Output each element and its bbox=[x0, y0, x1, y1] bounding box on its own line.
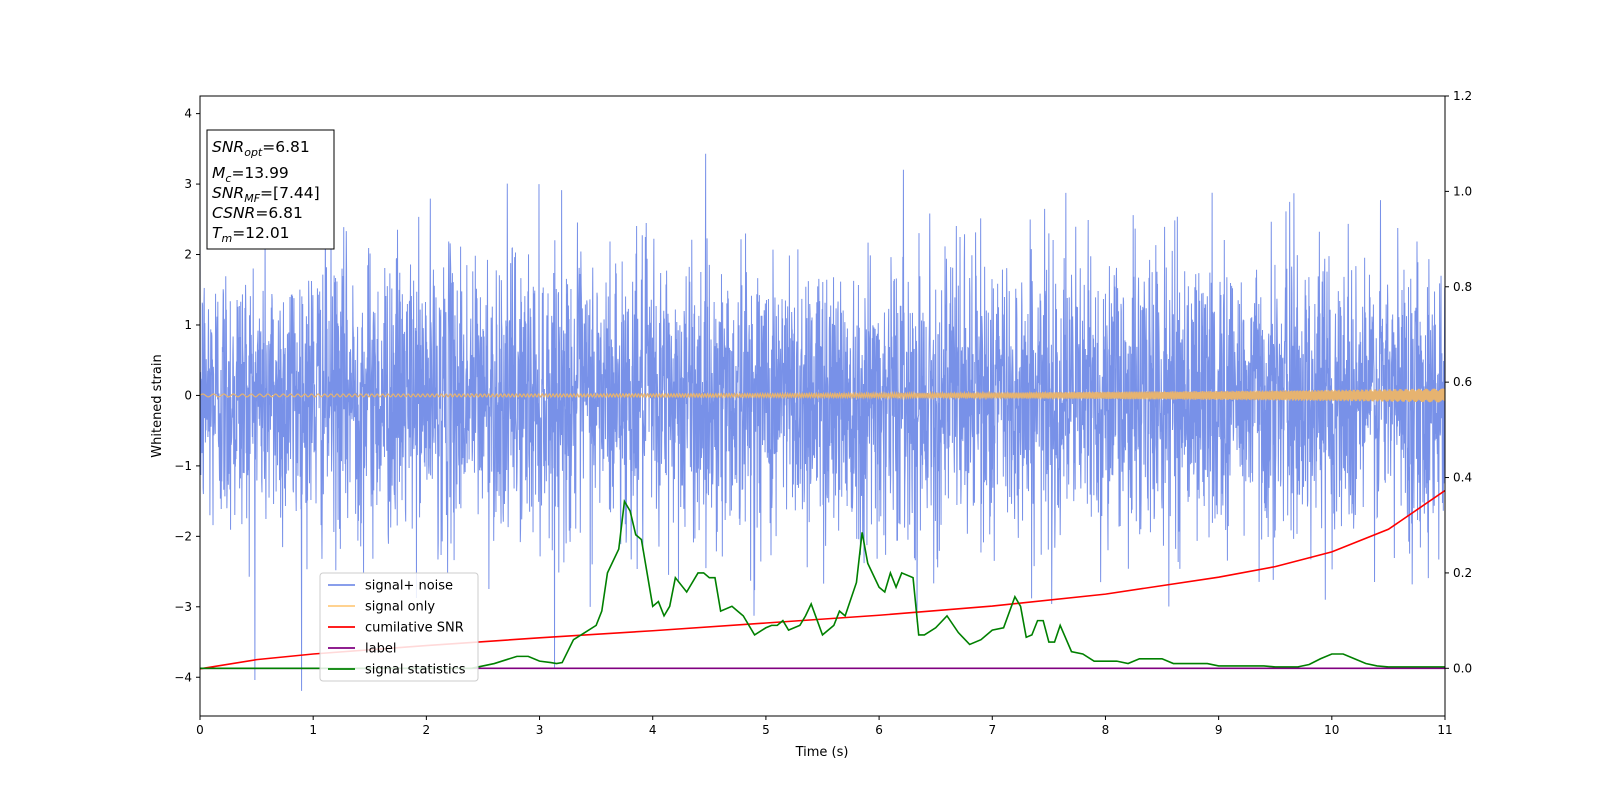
y-right-tick-label: 1.2 bbox=[1453, 89, 1472, 103]
x-tick-label: 6 bbox=[875, 723, 883, 737]
y-left-tick-label: −2 bbox=[174, 529, 192, 543]
y-axis-label: Whitened strain bbox=[150, 354, 165, 457]
x-tick-label: 9 bbox=[1215, 723, 1223, 737]
x-tick-label: 3 bbox=[536, 723, 544, 737]
y-right-tick-label: 0.8 bbox=[1453, 280, 1472, 294]
plot-frame bbox=[199, 95, 1446, 717]
y-left-tick-label: 3 bbox=[184, 177, 192, 191]
info-box: SNRopt=6.81 Mc=13.99 SNRMF=[7.44] CSNR=6… bbox=[206, 129, 335, 250]
info-snr-opt: SNRopt=6.81 bbox=[212, 138, 310, 159]
x-axis-label: Time (s) bbox=[795, 745, 849, 760]
info-box-frame bbox=[206, 129, 335, 250]
legend-entries: signal+ noise signal only cumilative SNR la… bbox=[328, 579, 466, 678]
y-right-tick-label: 0.0 bbox=[1453, 661, 1472, 675]
legend-label: signal statistics bbox=[365, 663, 466, 678]
legend: signal+ noise signal only cumilative SNR la… bbox=[319, 572, 479, 682]
x-tick-label: 7 bbox=[988, 723, 996, 737]
x-tick-label: 4 bbox=[649, 723, 657, 737]
x-tick-label: 11 bbox=[1437, 723, 1452, 737]
y-left-tick-label: 4 bbox=[184, 107, 192, 121]
x-tick-label: 5 bbox=[762, 723, 770, 737]
legend-label: cumilative SNR bbox=[365, 621, 464, 636]
x-tick-label: 2 bbox=[423, 723, 431, 737]
x-tick-label: 0 bbox=[196, 723, 204, 737]
legend-label: signal only bbox=[365, 600, 435, 615]
x-tick-label: 1 bbox=[309, 723, 317, 737]
info-tm: Tm=12.01 bbox=[212, 224, 290, 245]
info-snr-mf: SNRMF=[7.44] bbox=[212, 184, 320, 205]
x-tick-label: 8 bbox=[1102, 723, 1110, 737]
info-mc: Mc=13.99 bbox=[212, 164, 289, 185]
info-csnr: CSNR=6.81 bbox=[212, 204, 303, 222]
series-signal-only bbox=[200, 388, 1445, 403]
y-right-tick-label: 0.2 bbox=[1453, 566, 1472, 580]
y-left-tick-label: 2 bbox=[184, 248, 192, 262]
y-right-tick-label: 1.0 bbox=[1453, 184, 1472, 198]
legend-label: label bbox=[365, 642, 396, 657]
series-signal-statistics bbox=[200, 498, 1445, 670]
y-left-tick-label: 1 bbox=[184, 318, 192, 332]
y-right-tick-label: 0.4 bbox=[1453, 471, 1472, 485]
y-left-tick-label: 0 bbox=[184, 388, 192, 402]
y-left-tick-label: −4 bbox=[174, 670, 192, 684]
y-left-tick-label: −1 bbox=[174, 459, 192, 473]
y-right-tick-label: 0.6 bbox=[1453, 375, 1472, 389]
legend-frame bbox=[319, 572, 479, 682]
y-left-tick-label: −3 bbox=[174, 600, 192, 614]
legend-label: signal+ noise bbox=[365, 579, 453, 594]
x-tick-label: 10 bbox=[1324, 723, 1339, 737]
ticks-layer: 0 1 2 3 4 5 6 7 8 9 10 11 −4 −3 −2 −1 0 1 2 3 4 0.0 0.2 0.4 0.6 0… bbox=[174, 89, 1472, 737]
